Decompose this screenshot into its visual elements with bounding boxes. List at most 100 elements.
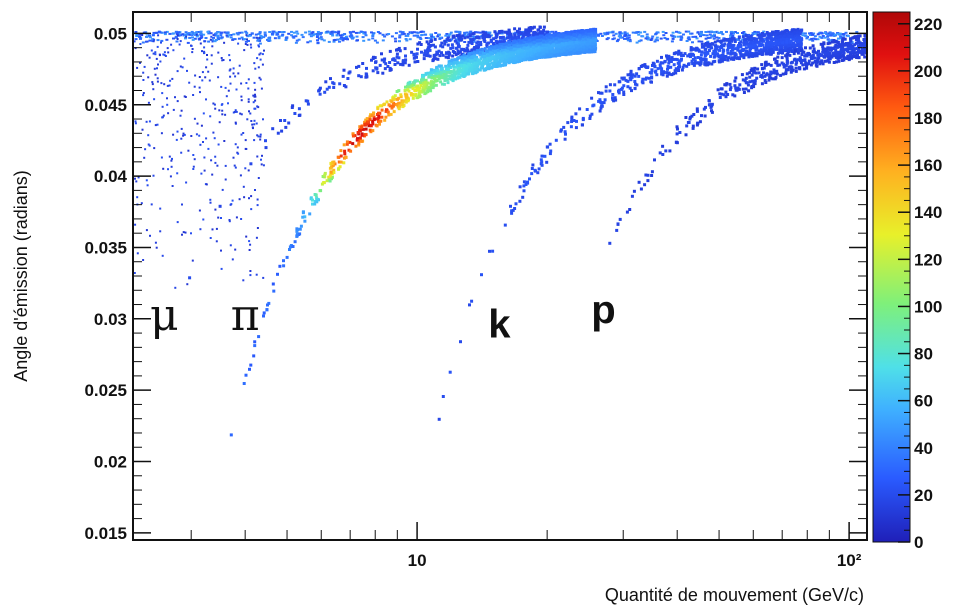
heatmap-cell	[529, 43, 533, 47]
heatmap-cell	[338, 165, 342, 169]
heatmap-cell	[502, 51, 506, 55]
heatmap-cell	[361, 127, 365, 131]
heatmap-cell	[839, 37, 843, 40]
heatmap-cell	[729, 32, 733, 35]
heatmap-cell	[655, 59, 659, 63]
heatmap-cell	[380, 115, 384, 119]
heatmap-cell	[325, 179, 329, 183]
heatmap-cell	[332, 39, 336, 42]
heatmap-cell	[277, 35, 281, 38]
heatmap-cell	[554, 30, 558, 33]
heatmap-cell	[559, 34, 563, 38]
heatmap-cell	[499, 44, 503, 48]
heatmap-cell	[498, 39, 502, 42]
heatmap-cell	[659, 37, 663, 40]
heatmap-cell	[521, 49, 525, 53]
heatmap-cell	[434, 32, 438, 34]
heatmap-cell	[503, 58, 507, 62]
heatmap-cell	[680, 57, 683, 61]
heatmap-cell	[538, 35, 542, 39]
heatmap-cell	[543, 53, 547, 57]
heatmap-cell	[365, 117, 369, 121]
heatmap-cell	[412, 34, 416, 37]
heatmap-cell	[549, 149, 553, 153]
heatmap-cell	[716, 39, 720, 43]
heatmap-cell	[548, 46, 552, 50]
heatmap-cell	[560, 44, 564, 48]
heatmap-cell	[475, 47, 479, 51]
heatmap-cell	[371, 37, 375, 40]
heatmap-cell	[255, 236, 258, 239]
heatmap-cell	[763, 33, 766, 37]
heatmap-cell	[486, 64, 490, 68]
heatmap-cell	[163, 31, 167, 34]
heatmap-cell	[298, 227, 302, 231]
heatmap-cell	[520, 53, 524, 57]
heatmap-cell	[287, 121, 291, 125]
heatmap-cell	[214, 161, 217, 164]
heatmap-cell	[163, 54, 166, 57]
heatmap-cell	[714, 47, 718, 51]
heatmap-cell	[212, 34, 215, 37]
heatmap-cell	[509, 59, 513, 63]
heatmap-cell	[383, 118, 387, 122]
heatmap-cell	[351, 134, 355, 138]
heatmap-cell	[250, 195, 253, 198]
heatmap-cell	[589, 40, 593, 44]
heatmap-cell	[440, 51, 443, 55]
heatmap-cell	[242, 279, 245, 282]
heatmap-cell	[493, 62, 497, 66]
heatmap-cell	[803, 34, 807, 37]
heatmap-cell	[214, 155, 217, 158]
heatmap-cell	[220, 217, 222, 219]
heatmap-cell	[532, 33, 536, 37]
heatmap-cell	[451, 35, 455, 39]
heatmap-cell	[248, 249, 251, 251]
heatmap-cell	[135, 35, 139, 37]
heatmap-cell	[346, 77, 350, 80]
heatmap-cell	[176, 172, 179, 175]
heatmap-cell	[267, 301, 271, 305]
heatmap-cell	[313, 202, 317, 206]
heatmap-cell	[165, 38, 169, 41]
heatmap-cell	[202, 218, 205, 221]
heatmap-cell	[603, 32, 607, 35]
heatmap-cell	[244, 139, 247, 142]
heatmap-cell	[816, 33, 820, 36]
heatmap-cell	[301, 210, 305, 214]
heatmap-cell	[546, 43, 550, 47]
heatmap-cell	[183, 95, 186, 98]
heatmap-cell	[755, 38, 759, 42]
heatmap-cell	[702, 34, 706, 37]
heatmap-cell	[243, 38, 246, 41]
heatmap-cell	[612, 34, 616, 37]
heatmap-cell	[219, 34, 223, 37]
heatmap-cell	[579, 30, 583, 34]
heatmap-cell	[536, 35, 540, 39]
heatmap-cell	[229, 34, 233, 36]
heatmap-cell	[615, 40, 619, 43]
heatmap-cell	[482, 68, 486, 72]
heatmap-cell	[651, 35, 655, 38]
heatmap-cell	[510, 53, 514, 57]
heatmap-cell	[703, 51, 707, 55]
heatmap-cell	[253, 107, 256, 110]
heatmap-cell	[461, 56, 464, 60]
heatmap-cell	[828, 31, 832, 34]
heatmap-cell	[557, 45, 561, 49]
heatmap-cell	[398, 34, 402, 37]
heatmap-cell	[329, 32, 333, 35]
heatmap-cell	[479, 48, 482, 52]
heatmap-cell	[357, 31, 361, 34]
heatmap-cell	[563, 130, 567, 134]
heatmap-cell	[683, 52, 687, 56]
heatmap-cell	[315, 196, 319, 200]
heatmap-cell	[421, 77, 425, 81]
heatmap-cell	[443, 42, 447, 46]
heatmap-cell	[397, 56, 401, 60]
heatmap-cell	[351, 132, 355, 136]
heatmap-cell	[827, 40, 831, 43]
heatmap-cell	[463, 34, 467, 37]
heatmap-cell	[309, 196, 313, 200]
heatmap-cell	[412, 81, 416, 85]
